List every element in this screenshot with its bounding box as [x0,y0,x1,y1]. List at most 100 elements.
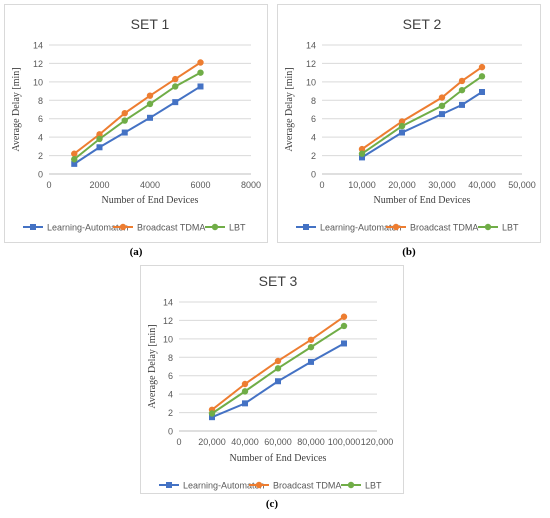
x-axis-label-set3: Number of End Devices [230,453,327,464]
chart-svg-set3: SET 3 0 2 4 6 8 10 12 14 0 20,000 40,000 60,000 80,00… [147,273,394,491]
y-tick-label-set3-6: 12 [163,316,173,326]
legend-label-learning-automaton-set1: Learning-Automaton [47,223,129,233]
legend-label-learning-automaton-set2: Learning-Automaton [320,223,402,233]
data-point-lbt-set3-2 [274,365,282,372]
chart-svg-set2: SET 2 0 2 4 6 8 10 12 14 0 10,000 20,000 30,000 40,00… [284,16,536,233]
data-point-learning-automaton-set1-3 [147,114,153,121]
data-point-lbt-set1-2 [121,117,128,124]
x-tick-label-set3-1: 20,000 [198,437,226,447]
chart-title-set3: SET 3 [259,273,298,289]
x-tick-label-set1-1: 2000 [89,180,109,190]
legend-marker-lbt-set1 [211,223,219,231]
data-point-learning-automaton-set2-4 [479,88,485,95]
x-tick-label-set3-0: 0 [176,437,181,447]
data-point-lbt-set3-3 [307,343,315,351]
caption-c: (c) [265,498,279,510]
data-point-broadcast-tdma-set1-4 [172,75,179,83]
y-tick-label-set2-7: 14 [306,41,316,51]
y-tick-label-set2-1: 2 [311,151,316,161]
x-tick-label-set1-0: 0 [46,180,51,190]
y-axis-label-set1: Average Delay [min] [11,67,22,151]
legend-marker-learning-automaton-set1 [30,224,36,230]
data-point-lbt-set1-1 [96,135,103,143]
data-point-lbt-set1-3 [146,100,154,108]
data-point-learning-automaton-set1-5 [197,83,204,90]
y-tick-label-set1-4: 8 [38,96,43,106]
y-tick-label-set2-0: 0 [311,170,316,180]
legend-label-broadcast-tdma-set3: Broadcast TDMA [273,481,341,491]
data-point-lbt-set3-4 [340,322,348,330]
data-point-broadcast-tdma-set1-1 [96,131,103,138]
data-point-lbt-set2-4 [478,73,486,80]
data-point-lbt-set2-3 [458,86,466,94]
data-point-learning-automaton-set3-0 [209,414,215,421]
x-tick-label-set3-5: 100,000 [328,437,361,447]
data-point-lbt-set2-2 [438,102,446,110]
y-tick-label-set1-7: 14 [33,41,43,51]
x-tick-label-set3-4: 80,000 [297,437,325,447]
data-point-learning-automaton-set2-1 [399,129,405,136]
x-tick-label-set2-3: 30,000 [428,180,456,190]
data-point-learning-automaton-set1-0 [71,160,78,167]
x-axis-label-set1: Number of End Devices [102,195,199,206]
chart-title-set2: SET 2 [403,16,442,32]
y-tick-label-set3-7: 14 [163,298,173,308]
legend-label-learning-automaton-set3: Learning-Automaton [183,481,265,491]
legend-marker-broadcast-tdma-set3 [255,481,263,489]
y-tick-label-set3-1: 2 [168,408,173,418]
legend-label-lbt-set3: LBT [365,481,382,491]
data-point-lbt-set1-0 [71,156,78,163]
data-point-learning-automaton-set2-0 [359,154,365,161]
legend-label-broadcast-tdma-set1: Broadcast TDMA [137,223,205,233]
x-tick-label-set2-1: 10,000 [348,180,376,190]
data-point-lbt-set2-1 [398,122,406,130]
chart-panel-set3: SET 3 0 2 4 6 8 10 12 14 0 20,000 40,000 60,000 80,00… [140,265,404,494]
data-point-lbt-set1-4 [172,83,179,90]
legend-marker-lbt-set2 [484,223,492,231]
data-point-learning-automaton-set2-2 [439,111,445,118]
x-tick-label-set1-4: 8000 [241,180,261,190]
x-tick-label-set3-3: 60,000 [264,437,292,447]
legend-marker-lbt-set3 [347,481,355,489]
y-tick-label-set2-2: 4 [311,133,316,143]
y-tick-label-set1-5: 10 [33,77,43,87]
data-point-broadcast-tdma-set2-4 [478,63,486,71]
y-tick-label-set1-0: 0 [38,170,43,180]
data-point-learning-automaton-set3-4 [341,340,347,347]
data-point-learning-automaton-set3-1 [242,400,248,407]
legend-marker-learning-automaton-set3 [166,482,172,488]
data-point-broadcast-tdma-set2-3 [458,77,466,85]
y-tick-label-set3-0: 0 [168,427,173,437]
data-point-lbt-set1-5 [197,69,204,76]
y-axis-label-set2: Average Delay [min] [284,67,295,151]
data-point-lbt-set2-0 [358,150,366,157]
x-tick-label-set1-2: 4000 [140,180,160,190]
x-axis-label-set2: Number of End Devices [374,195,471,206]
y-tick-label-set3-5: 10 [163,334,173,344]
y-tick-label-set2-4: 8 [311,96,316,106]
data-point-broadcast-tdma-set1-3 [146,92,154,99]
y-tick-label-set3-4: 8 [168,353,173,363]
series-line-broadcast-tdma-set1 [73,61,202,155]
y-tick-label-set1-6: 12 [33,59,43,69]
data-point-broadcast-tdma-set2-1 [398,118,406,125]
chart-panel-set1: SET 1 0 2 4 6 8 10 12 14 0 2000 4000 6000 8000 Number … [4,4,268,243]
legend-marker-broadcast-tdma-set2 [392,223,400,231]
y-tick-label-set2-5: 10 [306,77,316,87]
data-point-broadcast-tdma-set2-0 [358,145,366,153]
y-tick-label-set1-1: 2 [38,151,43,161]
x-tick-label-set3-2: 40,000 [231,437,259,447]
y-tick-label-set2-6: 12 [306,59,316,69]
series-line-learning-automaton-set1 [73,85,202,165]
series-line-learning-automaton-set2 [361,91,483,159]
data-point-lbt-set3-1 [241,388,249,395]
legend-label-broadcast-tdma-set2: Broadcast TDMA [410,223,478,233]
legend-label-lbt-set1: LBT [229,223,246,233]
chart-panel-set2: SET 2 0 2 4 6 8 10 12 14 0 10,000 20,000 30,000 40,00… [277,4,541,243]
data-point-lbt-set3-0 [208,410,216,417]
y-tick-label-set2-3: 6 [311,114,316,124]
x-tick-label-set3-6: 120,000 [361,437,394,447]
x-tick-label-set2-0: 0 [319,180,324,190]
data-point-learning-automaton-set3-3 [308,358,314,365]
series-line-lbt-set1 [73,71,201,161]
